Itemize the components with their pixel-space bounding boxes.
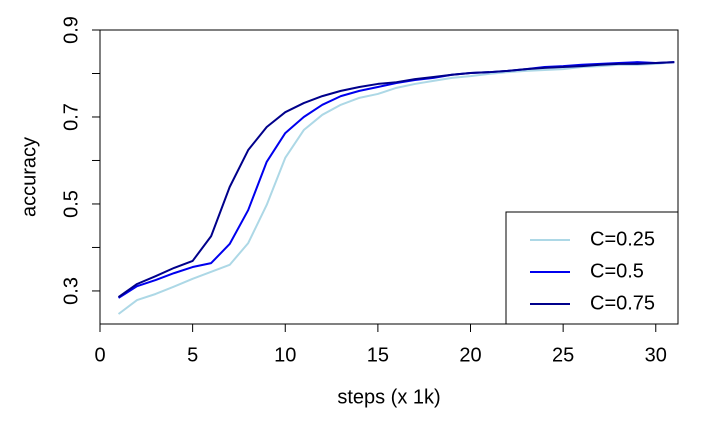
x-tick-label: 10 — [274, 344, 296, 366]
y-tick-label: 0.9 — [60, 16, 82, 44]
series-line — [117, 61, 675, 298]
x-tick-label: 20 — [459, 344, 481, 366]
y-axis-title: accuracy — [18, 137, 40, 217]
x-axis-title: steps (x 1k) — [337, 386, 440, 408]
x-tick-label: 30 — [645, 344, 667, 366]
y-tick-label: 0.3 — [60, 277, 82, 305]
x-tick-label: 5 — [187, 344, 198, 366]
x-tick-label: 0 — [94, 344, 105, 366]
legend-label: C=0.5 — [590, 260, 644, 282]
y-tick-label: 0.5 — [60, 190, 82, 218]
x-tick-label: 15 — [367, 344, 389, 366]
legend-label: C=0.75 — [590, 292, 655, 314]
x-tick-label: 25 — [552, 344, 574, 366]
legend-label: C=0.25 — [590, 228, 655, 250]
legend-box — [505, 211, 679, 325]
y-tick-label: 0.7 — [60, 103, 82, 131]
